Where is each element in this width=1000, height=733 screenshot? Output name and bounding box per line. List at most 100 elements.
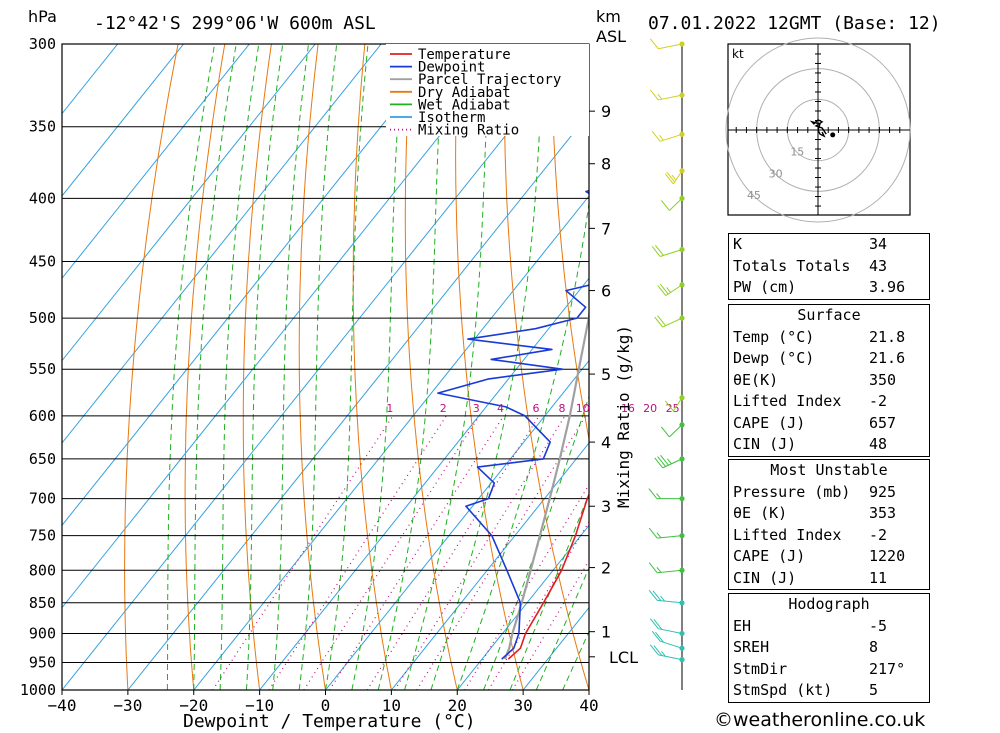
wind-barb-flag	[657, 315, 666, 327]
wind-dot	[679, 195, 685, 201]
mixing-ratio-labels: 1 2 3 4 6 8 10 16 20 25	[386, 402, 679, 415]
wind-barb-half	[660, 595, 666, 602]
isotherm	[62, 44, 514, 609]
wind-barb-flag	[651, 131, 661, 142]
wind-dot	[679, 168, 685, 174]
wind-barb-half	[656, 493, 661, 499]
wind-barb-flag	[664, 173, 674, 185]
wind-barb-flag	[649, 644, 659, 656]
wind-profile	[648, 38, 685, 690]
dry-adiabat	[925, 44, 1000, 690]
isotherm	[62, 44, 580, 690]
isotherm	[193, 195, 589, 690]
mixing-ratio-line	[303, 415, 480, 690]
legend-label: Mixing Ratio	[418, 123, 519, 139]
wind-dot	[679, 422, 685, 428]
pressure-tick-label: 500	[29, 309, 56, 327]
height-tick-label: 9	[601, 102, 611, 121]
wind-barb-flag	[651, 246, 661, 257]
wind-barb-flag	[659, 283, 669, 295]
wind-barb-flag	[648, 562, 658, 574]
wet-adiabat	[219, 44, 260, 690]
pressure-unit: hPa	[28, 7, 57, 26]
x-tick-label: 20	[448, 696, 467, 715]
copyright[interactable]: ©weatheronline.co.uk	[714, 709, 926, 731]
temperature-tick-labels: −40 −30 −20 −10 0 10 20 30 40	[48, 690, 599, 715]
height-tick-label: 7	[601, 219, 611, 238]
wet-adiabat	[509, 492, 589, 690]
mixing-ratio-label: 4	[497, 402, 504, 415]
pressure-tick-labels: 300 350 400 450 500 550 600 650 700 750 800 850 900 9…	[20, 35, 56, 699]
hodograph-title: Hodograph	[788, 595, 870, 613]
pressure-tick-label: 600	[29, 407, 56, 425]
pressure-tick-label: 850	[29, 594, 56, 612]
stat-row-k: K 34	[733, 235, 888, 253]
wind-barb-flag	[648, 527, 658, 539]
x-tick-label: 0	[321, 696, 331, 715]
wind-dot	[679, 567, 685, 573]
wind-barb-staff	[662, 317, 683, 328]
wet-adiabat	[404, 44, 491, 690]
pressure-tick-label: 1000	[20, 681, 56, 699]
wind-dot	[679, 282, 685, 288]
wind-barb-flag	[661, 426, 670, 438]
most-unstable-title: Most Unstable	[770, 461, 888, 479]
wind-dot	[679, 645, 685, 651]
legend-label: Parcel Trajectory	[418, 72, 561, 88]
wind-barb-flag	[653, 645, 663, 656]
mixing-ratio-label: 1	[386, 402, 393, 415]
indices-table: K 34 Totals Totals 43 PW (cm) 3.96	[728, 233, 930, 300]
mixing-ratio-line	[394, 415, 566, 690]
wind-barb-flag	[660, 454, 669, 466]
location-title: -12°42'S 299°06'W 600m ASL	[94, 13, 376, 34]
height-tick-label: 8	[601, 155, 611, 174]
wind-dot	[679, 395, 685, 401]
legend-label: Dry Adiabat	[418, 85, 511, 101]
hodograph-ring-label: 15	[790, 146, 804, 159]
isotherm	[325, 359, 589, 690]
hodograph-ring-label: 45	[747, 189, 761, 202]
series-dewpoint	[437, 44, 589, 660]
wind-barb-flag	[666, 171, 676, 183]
wind-barb-staff	[669, 197, 683, 211]
wind-barb-flag	[649, 38, 659, 50]
pressure-tick-label: 750	[29, 527, 56, 545]
wind-dot	[679, 496, 685, 502]
asl-unit: ASL	[596, 27, 626, 46]
wind-barb-flag	[653, 619, 663, 630]
hodograph: 15 30 45 kt	[725, 37, 911, 223]
wind-dot	[679, 315, 685, 321]
stat-row-totals: Totals Totals 43	[733, 256, 888, 275]
legend-label: Isotherm	[418, 110, 485, 126]
series-parcel-trajectory	[503, 307, 589, 660]
hodograph-table: Hodograph EH -5 SREH 8 StmDir 217° StmSpd (…	[728, 593, 930, 703]
mixing-ratio-line	[511, 559, 589, 690]
pressure-tick-label: 450	[29, 253, 56, 271]
wet-adiabat	[535, 566, 589, 690]
isotherm	[62, 44, 184, 197]
wind-barb-staff	[660, 249, 683, 257]
x-axis-title: Dewpoint / Temperature (°C)	[183, 711, 476, 732]
wind-barb-flag	[657, 456, 666, 467]
wind-barb-half	[657, 93, 663, 100]
wet-adiabat	[166, 44, 216, 690]
dry-adiabat	[404, 44, 458, 690]
isotherm	[62, 44, 250, 280]
wind-dot	[679, 92, 685, 98]
wind-barb-staff	[658, 94, 683, 101]
pressure-tick-label: 950	[29, 653, 56, 671]
wind-dot	[679, 657, 685, 663]
height-tick-label: LCL	[609, 648, 638, 667]
x-tick-label: 30	[513, 696, 532, 715]
wind-barb-half	[659, 134, 664, 141]
x-tick-label: 10	[382, 696, 401, 715]
wind-barb-flag	[654, 457, 664, 469]
pressure-lines	[62, 43, 589, 691]
dry-adiabat	[972, 44, 1000, 690]
legend-label: Wet Adiabat	[418, 97, 511, 113]
wind-barb-flag	[655, 245, 664, 256]
height-tick-label: 1	[601, 623, 611, 642]
wind-barb-staff	[665, 284, 683, 297]
